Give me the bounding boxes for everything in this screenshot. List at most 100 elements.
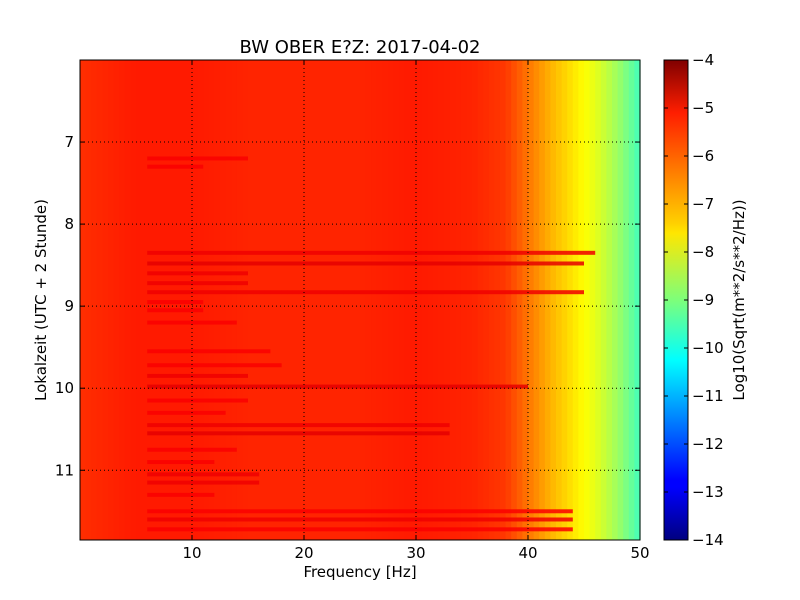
heatmap-column bbox=[102, 60, 109, 540]
heatmap-column bbox=[623, 60, 630, 540]
colorbar-tick-label: −11 bbox=[692, 387, 724, 405]
heatmap-column bbox=[595, 60, 602, 540]
spectral-band bbox=[147, 261, 584, 266]
heatmap-column bbox=[231, 60, 238, 540]
spectral-band bbox=[147, 472, 260, 477]
heatmap-column bbox=[539, 60, 546, 540]
heatmap-column bbox=[214, 60, 221, 540]
heatmap-column bbox=[225, 60, 232, 540]
heatmap-column bbox=[332, 60, 339, 540]
heatmap-column bbox=[343, 60, 350, 540]
y-tick-label: 10 bbox=[55, 379, 74, 397]
heatmap-column bbox=[197, 60, 204, 540]
heatmap-column bbox=[119, 60, 126, 540]
heatmap-column bbox=[449, 60, 456, 540]
heatmap-column bbox=[136, 60, 143, 540]
colorbar-tick-label: −12 bbox=[692, 435, 724, 453]
spectral-band bbox=[147, 281, 248, 286]
heatmap-column bbox=[264, 60, 271, 540]
heatmap-column bbox=[108, 60, 115, 540]
spectral-band bbox=[147, 517, 573, 522]
plot-frame bbox=[79, 59, 641, 541]
x-axis-label: Frequency [Hz] bbox=[303, 563, 416, 581]
heatmap-column bbox=[500, 60, 507, 540]
heatmap-column bbox=[561, 60, 568, 540]
x-axis-ticks: 10 20 30 40 50 bbox=[182, 60, 650, 562]
heatmap-column bbox=[584, 60, 591, 540]
x-tick-label: 10 bbox=[182, 544, 201, 562]
heatmap-column bbox=[460, 60, 467, 540]
heatmap-column bbox=[483, 60, 490, 540]
heatmap-column bbox=[147, 60, 154, 540]
spectral-band bbox=[147, 363, 282, 368]
heatmap-column bbox=[208, 60, 215, 540]
heatmap-column bbox=[220, 60, 227, 540]
heatmap-column bbox=[533, 60, 540, 540]
spectral-band bbox=[147, 290, 584, 295]
spectral-band bbox=[147, 300, 204, 305]
heatmap-column bbox=[281, 60, 288, 540]
x-tick-label: 20 bbox=[294, 544, 313, 562]
spectral-band bbox=[147, 509, 573, 514]
spectral-band bbox=[147, 423, 450, 428]
heatmap-column bbox=[315, 60, 322, 540]
heatmap-column bbox=[472, 60, 479, 540]
colorbar-tick-label: −5 bbox=[692, 99, 714, 117]
spectral-band bbox=[147, 349, 271, 354]
heatmap-column bbox=[304, 60, 311, 540]
heatmap-column bbox=[388, 60, 395, 540]
spectral-band bbox=[147, 410, 226, 415]
heatmap-column bbox=[617, 60, 624, 540]
heatmap-column bbox=[567, 60, 574, 540]
spectral-band bbox=[147, 480, 260, 485]
colorbar-tick-label: −9 bbox=[692, 291, 714, 309]
heatmap-column bbox=[511, 60, 518, 540]
heatmap-column bbox=[320, 60, 327, 540]
heatmap-column bbox=[248, 60, 255, 540]
spectral-band bbox=[147, 156, 248, 161]
heatmap-column bbox=[416, 60, 423, 540]
heatmap-column bbox=[589, 60, 596, 540]
heatmap-column bbox=[572, 60, 579, 540]
heatmap-column bbox=[365, 60, 372, 540]
heatmap-column bbox=[337, 60, 344, 540]
heatmap-column bbox=[158, 60, 165, 540]
heatmap-column bbox=[180, 60, 187, 540]
heatmap-column bbox=[309, 60, 316, 540]
spectral-band bbox=[147, 271, 248, 276]
heatmap-column bbox=[628, 60, 635, 540]
heatmap-column bbox=[270, 60, 277, 540]
spectral-band bbox=[147, 320, 237, 325]
colorbar-tick-label: −14 bbox=[692, 531, 724, 549]
spectrogram-image bbox=[80, 60, 641, 540]
heatmap-column bbox=[113, 60, 120, 540]
y-axis-ticks: 7 8 9 10 11 bbox=[55, 133, 640, 479]
grid-lines bbox=[80, 60, 640, 540]
heatmap-column bbox=[466, 60, 473, 540]
spectral-band bbox=[147, 164, 204, 169]
heatmap-column bbox=[606, 60, 613, 540]
heatmap-column bbox=[141, 60, 148, 540]
y-tick-label: 8 bbox=[64, 215, 74, 233]
heatmap-column bbox=[371, 60, 378, 540]
chart-title: BW OBER E?Z: 2017-04-02 bbox=[240, 37, 481, 58]
spectral-band bbox=[147, 384, 528, 389]
heatmap-column bbox=[404, 60, 411, 540]
heatmap-column bbox=[85, 60, 92, 540]
heatmap-column bbox=[432, 60, 439, 540]
colorbar-tick-label: −4 bbox=[692, 51, 714, 69]
y-tick-label: 11 bbox=[55, 461, 74, 479]
heatmap-column bbox=[203, 60, 210, 540]
heatmap-column bbox=[544, 60, 551, 540]
heatmap-column bbox=[164, 60, 171, 540]
x-tick-label: 40 bbox=[518, 544, 537, 562]
colorbar-label: Log10(Sqrt(m**2/s**2/Hz)) bbox=[730, 199, 748, 400]
heatmap-column bbox=[382, 60, 389, 540]
heatmap-column bbox=[192, 60, 199, 540]
heatmap-column bbox=[124, 60, 131, 540]
heatmap-column bbox=[130, 60, 137, 540]
heatmap-column bbox=[494, 60, 501, 540]
spectral-band bbox=[147, 250, 596, 255]
heatmap-column bbox=[186, 60, 193, 540]
